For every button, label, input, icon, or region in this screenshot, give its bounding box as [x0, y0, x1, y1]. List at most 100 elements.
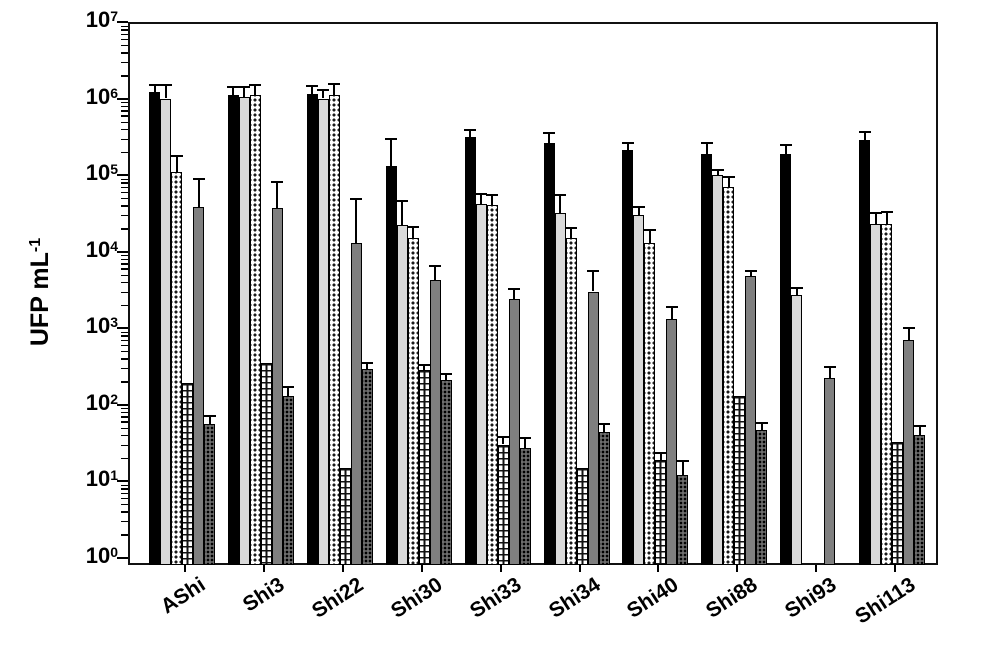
- bar-dark-dotted-Shi40: [677, 474, 689, 565]
- y-minor-tick: [121, 457, 128, 460]
- error-cap-solid-black-Shi113: [858, 131, 871, 134]
- y-minor-tick: [121, 416, 128, 418]
- bar-dark-dotted-Shi34: [598, 431, 610, 565]
- y-minor-tick: [121, 38, 128, 41]
- error-cap-medium-gray-Shi88: [744, 269, 757, 272]
- y-minor-tick: [121, 274, 128, 276]
- y-tick-exponent: 7: [110, 8, 118, 24]
- bar-white-brick-Shi40: [655, 459, 667, 565]
- y-minor-tick: [121, 304, 128, 307]
- error-cap-solid-black-Shi88: [700, 142, 713, 145]
- error-cap-solid-black-Shi93: [779, 143, 792, 146]
- error-bar-light-gray-Shi88: [716, 170, 719, 175]
- error-cap-medium-gray-Shi33: [508, 288, 521, 291]
- y-tick-exponent: 1: [110, 467, 118, 483]
- error-bar-dark-dotted-Shi33: [524, 438, 527, 448]
- y-minor-tick: [121, 521, 128, 523]
- y-major-tick: [117, 327, 128, 329]
- error-bar-medium-gray-Shi113: [907, 328, 910, 340]
- bar-medium-gray-Shi93: [824, 378, 836, 565]
- error-bar-dark-dotted-Shi40: [681, 461, 684, 475]
- bar-white-brick-Shi88: [734, 395, 746, 565]
- error-cap-dark-dotted-Shi40: [676, 460, 689, 463]
- y-minor-tick: [121, 291, 128, 293]
- bar-white-dotted-Shi40: [644, 242, 656, 565]
- error-bar-white-brick-Shi33: [502, 436, 505, 445]
- error-cap-white-dotted-Shi113: [880, 210, 893, 213]
- y-minor-tick: [121, 497, 128, 500]
- error-cap-dark-dotted-Shi33: [519, 437, 532, 440]
- error-cap-solid-black-Shi40: [621, 142, 634, 145]
- y-tick-label: 105: [32, 162, 118, 184]
- bar-dark-dotted-Shi30: [440, 379, 452, 565]
- y-minor-tick: [121, 358, 128, 360]
- bar-solid-black-Shi22: [306, 93, 318, 565]
- bar-white-brick-AShi: [182, 383, 193, 565]
- error-bar-white-dotted-Shi22: [333, 83, 336, 96]
- y-minor-tick: [121, 121, 128, 123]
- error-bar-white-dotted-Shi33: [491, 194, 494, 206]
- bar-medium-gray-Shi30: [429, 280, 441, 565]
- error-bar-solid-black-AShi: [153, 85, 156, 93]
- y-tick-base: 10: [85, 389, 111, 415]
- bar-medium-gray-Shi88: [745, 275, 757, 565]
- y-minor-tick: [121, 434, 128, 437]
- error-cap-dark-dotted-Shi22: [361, 361, 374, 364]
- y-minor-tick: [121, 381, 128, 383]
- error-cap-medium-gray-Shi93: [823, 365, 836, 368]
- error-cap-white-dotted-Shi22: [328, 82, 341, 85]
- error-bar-medium-gray-Shi34: [592, 271, 594, 292]
- y-minor-tick: [121, 198, 128, 200]
- y-minor-tick: [121, 52, 128, 54]
- y-tick-base: 10: [85, 313, 111, 338]
- y-minor-tick: [121, 504, 128, 506]
- y-minor-tick: [121, 331, 128, 333]
- y-minor-tick: [121, 75, 128, 77]
- error-bar-light-gray-Shi3: [243, 87, 246, 97]
- y-tick-exponent: 5: [110, 161, 118, 177]
- y-tick-base: 10: [85, 466, 111, 491]
- error-cap-solid-black-Shi33: [464, 128, 477, 131]
- y-minor-tick: [121, 138, 128, 140]
- error-bar-solid-black-Shi40: [626, 143, 629, 151]
- error-bar-solid-black-Shi33: [469, 129, 472, 138]
- error-bar-medium-gray-Shi33: [513, 289, 516, 299]
- y-tick-base: 10: [85, 7, 111, 32]
- bar-light-gray-Shi3: [238, 96, 250, 565]
- x-tick: [815, 565, 818, 572]
- bar-solid-black-Shi93: [780, 153, 792, 565]
- bar-light-gray-Shi40: [633, 215, 645, 565]
- error-bar-light-gray-Shi22: [322, 89, 325, 99]
- bar-medium-gray-Shi113: [903, 339, 915, 565]
- error-cap-solid-black-Shi30: [385, 137, 398, 140]
- error-bar-dark-dotted-Shi113: [918, 426, 921, 435]
- error-cap-light-gray-Shi40: [632, 206, 645, 209]
- error-bar-solid-black-Shi22: [311, 86, 314, 94]
- y-tick-exponent: 0: [110, 543, 118, 560]
- error-cap-dark-dotted-Shi3: [282, 385, 295, 388]
- error-bar-medium-gray-AShi: [197, 178, 200, 208]
- bar-medium-gray-AShi: [193, 207, 204, 565]
- error-cap-white-dotted-Shi40: [643, 229, 656, 232]
- error-bar-white-brick-Shi30: [423, 364, 426, 371]
- error-bar-light-gray-Shi33: [480, 194, 483, 204]
- error-cap-dark-dotted-Shi88: [755, 421, 768, 424]
- y-tick-base: 10: [85, 542, 111, 568]
- error-cap-dark-dotted-Shi30: [440, 373, 453, 376]
- error-bar-white-dotted-Shi30: [412, 226, 415, 239]
- error-cap-white-dotted-Shi3: [249, 84, 262, 87]
- y-minor-tick: [121, 110, 128, 112]
- bar-solid-black-Shi40: [622, 150, 634, 565]
- error-cap-white-brick-Shi33: [497, 435, 510, 438]
- error-cap-light-gray-Shi34: [554, 194, 566, 197]
- bar-solid-black-Shi88: [701, 153, 713, 565]
- error-bar-light-gray-Shi113: [874, 212, 877, 224]
- y-major-tick: [117, 556, 128, 559]
- bar-white-dotted-Shi113: [881, 223, 893, 565]
- y-tick-label: 103: [32, 315, 118, 337]
- bar-solid-black-Shi30: [385, 166, 397, 565]
- y-minor-tick: [121, 228, 128, 230]
- y-tick-label: 100: [32, 542, 118, 568]
- y-minor-tick: [121, 281, 128, 284]
- y-tick-base: 10: [85, 83, 111, 109]
